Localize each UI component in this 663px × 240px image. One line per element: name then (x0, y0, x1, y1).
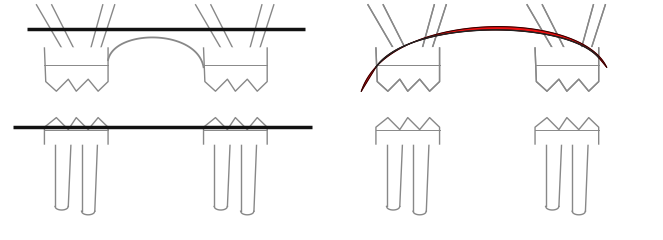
Polygon shape (214, 144, 230, 206)
Polygon shape (535, 118, 599, 144)
Polygon shape (535, 48, 599, 91)
Polygon shape (572, 144, 588, 211)
Polygon shape (82, 144, 97, 211)
Polygon shape (204, 118, 267, 144)
Polygon shape (204, 48, 267, 91)
Polygon shape (376, 118, 440, 144)
Polygon shape (376, 48, 440, 91)
Polygon shape (546, 144, 562, 206)
Polygon shape (55, 144, 71, 206)
Polygon shape (241, 144, 257, 211)
Polygon shape (387, 144, 402, 206)
Polygon shape (44, 118, 108, 144)
Polygon shape (44, 48, 108, 91)
Polygon shape (361, 27, 607, 91)
Polygon shape (413, 144, 429, 211)
Polygon shape (376, 48, 440, 91)
Polygon shape (535, 48, 599, 91)
